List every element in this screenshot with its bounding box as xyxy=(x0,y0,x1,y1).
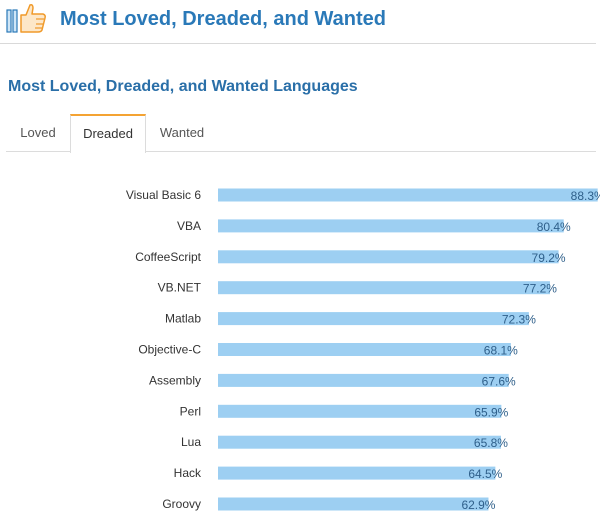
category-label: VBA xyxy=(177,219,201,233)
bar[interactable] xyxy=(218,497,489,511)
value-label: 79.2% xyxy=(532,251,566,265)
bar[interactable] xyxy=(218,373,509,387)
value-label: 65.8% xyxy=(474,436,508,450)
tab-bar: Loved Dreaded Wanted xyxy=(6,114,596,153)
category-label: CoffeeScript xyxy=(135,250,201,264)
page-title: Most Loved, Dreaded, and Wanted xyxy=(60,8,386,30)
bar[interactable] xyxy=(218,435,501,449)
value-label: 62.9% xyxy=(461,498,495,512)
value-label: 68.1% xyxy=(484,344,518,358)
value-label: 72.3% xyxy=(502,313,536,327)
bar[interactable] xyxy=(218,250,559,264)
value-label: 64.5% xyxy=(468,467,502,481)
value-label: 88.3% xyxy=(571,189,600,203)
category-label: Assembly xyxy=(149,373,201,387)
category-label: Groovy xyxy=(162,497,201,511)
bar[interactable] xyxy=(218,404,502,418)
value-label: 67.6% xyxy=(482,374,516,388)
category-label: VB.NET xyxy=(158,281,202,295)
bar[interactable] xyxy=(218,188,598,202)
value-label: 80.4% xyxy=(537,220,571,234)
bar[interactable] xyxy=(218,219,564,233)
thumbs-up-icon xyxy=(6,4,46,33)
tab-wanted[interactable]: Wanted xyxy=(159,125,205,140)
category-label: Lua xyxy=(181,435,201,449)
bar[interactable] xyxy=(218,312,529,326)
tab-dreaded[interactable]: Dreaded xyxy=(70,114,146,153)
value-label: 77.2% xyxy=(523,282,557,296)
bar[interactable] xyxy=(218,281,550,295)
category-label: Objective-C xyxy=(138,343,201,357)
bar[interactable] xyxy=(218,466,496,480)
tab-loved[interactable]: Loved xyxy=(20,125,56,140)
header: Most Loved, Dreaded, and Wanted xyxy=(0,0,596,44)
category-label: Hack xyxy=(174,466,202,480)
bar[interactable] xyxy=(218,343,511,356)
section-title: Most Loved, Dreaded, and Wanted Language… xyxy=(8,78,358,95)
value-label: 65.9% xyxy=(474,405,508,419)
category-label: Matlab xyxy=(165,312,201,326)
dreaded-languages-chart: Visual Basic 6 88.3% VBA 80.4% CoffeeScript 7… xyxy=(126,188,600,512)
category-label: Visual Basic 6 xyxy=(126,188,201,202)
category-label: Perl xyxy=(180,404,201,418)
